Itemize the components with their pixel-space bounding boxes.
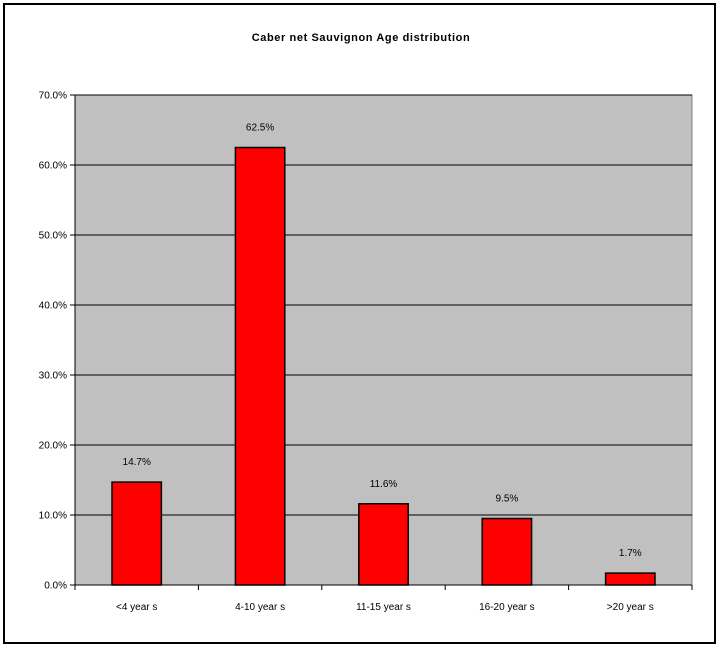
y-tick-label: 0.0% xyxy=(44,581,67,592)
x-tick-label: 4-10 year s xyxy=(235,602,285,613)
bar xyxy=(234,146,286,586)
y-tick-label: 50.0% xyxy=(39,231,67,242)
data-label: 9.5% xyxy=(496,494,519,505)
y-tick-label: 60.0% xyxy=(39,161,67,172)
y-tick-label: 40.0% xyxy=(39,301,67,312)
gridlines xyxy=(75,94,692,516)
bar xyxy=(481,517,533,586)
data-label: 11.6% xyxy=(370,479,398,490)
x-tick-label: >20 year s xyxy=(607,602,654,613)
data-labels: 14.7% 62.5% 11.6% 9.5% 1.7% xyxy=(123,123,642,560)
data-label: 14.7% xyxy=(123,457,151,468)
y-tick-label: 20.0% xyxy=(39,441,67,452)
bar xyxy=(604,572,656,586)
data-label: 1.7% xyxy=(619,548,642,559)
y-axis: 0.0% 10.0% 20.0% 30.0% 40.0% 50.0% 60.0% 70.0% xyxy=(39,91,76,592)
y-tick-label: 30.0% xyxy=(39,371,67,382)
x-axis: <4 year s 4-10 year s 11-15 year s 16-20 ye… xyxy=(74,584,693,613)
x-tick-label: 16-20 year s xyxy=(479,602,535,613)
x-tick-label: <4 year s xyxy=(116,602,157,613)
bar xyxy=(358,503,409,586)
data-label: 62.5% xyxy=(246,123,274,134)
bars xyxy=(111,146,656,586)
y-tick-label: 70.0% xyxy=(39,91,67,102)
bar xyxy=(111,481,163,586)
chart-title: Caber net Sauvignon Age distribution xyxy=(251,32,471,44)
x-tick-label: 11-15 year s xyxy=(356,602,411,613)
y-tick-label: 10.0% xyxy=(39,511,67,522)
